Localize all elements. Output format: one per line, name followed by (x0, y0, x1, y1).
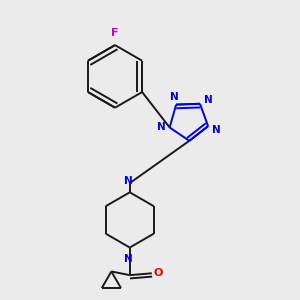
Text: N: N (204, 95, 212, 105)
Text: N: N (170, 92, 179, 101)
Text: F: F (111, 28, 119, 38)
Text: N: N (212, 125, 220, 135)
Text: O: O (154, 268, 163, 278)
Text: N: N (124, 176, 132, 186)
Text: N: N (157, 122, 166, 133)
Text: N: N (124, 254, 132, 264)
